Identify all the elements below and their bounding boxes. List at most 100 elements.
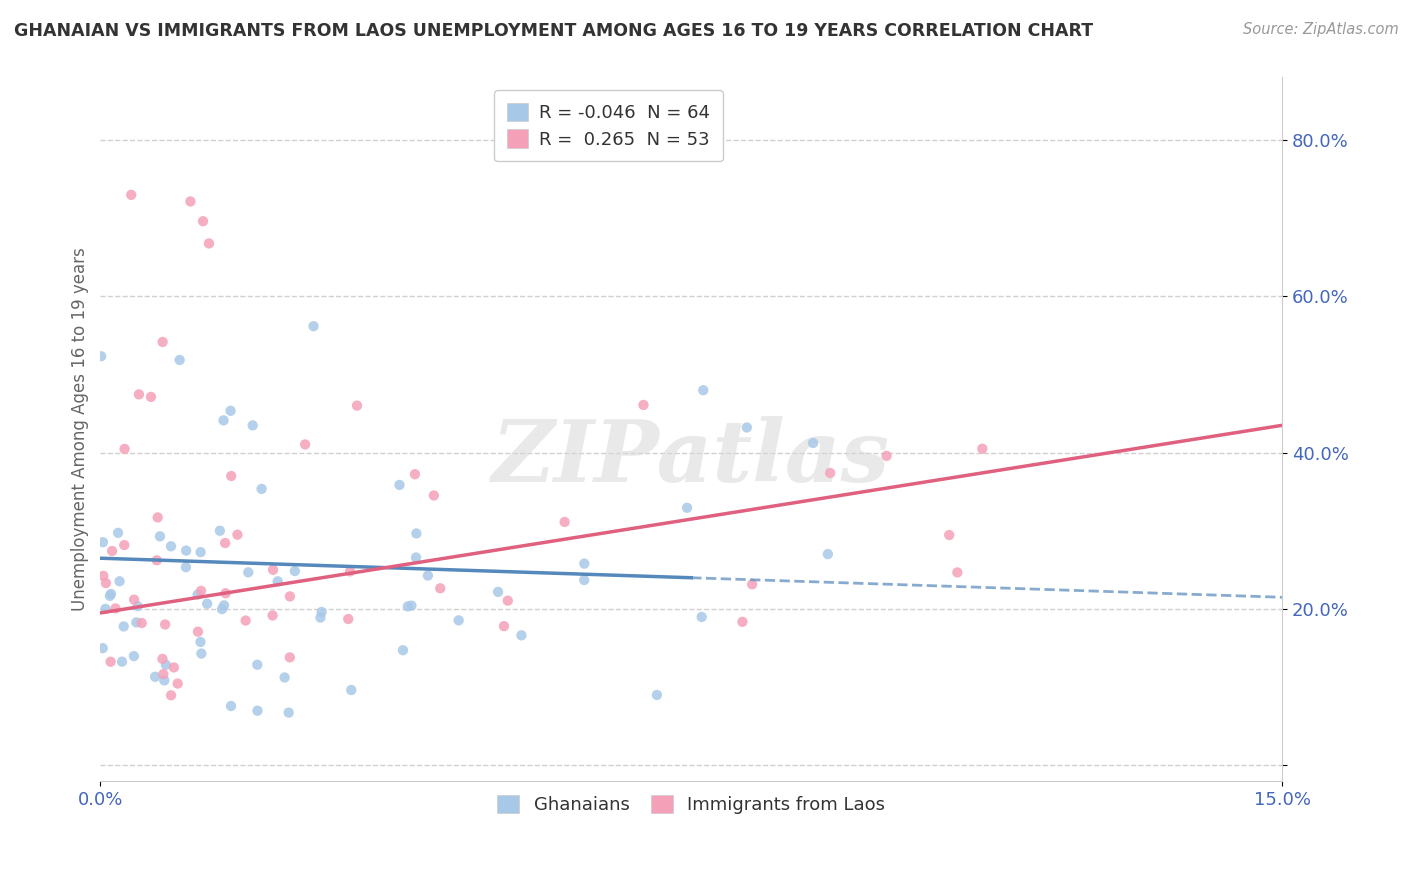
Point [94, 602, 117, 616]
Point [146, 553, 169, 567]
Point [405, 526, 427, 541]
Point [250, 482, 273, 496]
Point [146, 510, 169, 524]
Point [219, 404, 242, 418]
Point [131, 615, 153, 630]
Point [278, 650, 301, 665]
Point [174, 543, 197, 558]
Point [163, 660, 186, 674]
Point [311, 605, 333, 619]
Point [574, 557, 596, 571]
Text: GHANAIAN VS IMMIGRANTS FROM LAOS UNEMPLOYMENT AMONG AGES 16 TO 19 YEARS CORRELAT: GHANAIAN VS IMMIGRANTS FROM LAOS UNEMPLO… [14, 22, 1094, 40]
Point [554, 515, 576, 529]
Point [122, 592, 145, 607]
Point [94, 576, 117, 591]
Point [139, 390, 162, 404]
Point [938, 528, 960, 542]
Point [114, 442, 136, 456]
Point [143, 670, 166, 684]
Point [277, 706, 299, 720]
Point [262, 608, 284, 623]
Point [246, 657, 269, 672]
Point [238, 566, 260, 580]
Point [101, 544, 124, 558]
Point [972, 442, 994, 456]
Point [155, 657, 177, 672]
Point [235, 614, 257, 628]
Point [246, 704, 269, 718]
Point [692, 383, 714, 397]
Point [416, 568, 439, 582]
Point [302, 319, 325, 334]
Point [510, 628, 533, 642]
Point [273, 671, 295, 685]
Point [108, 574, 131, 589]
Point [187, 588, 209, 602]
Point [174, 560, 197, 574]
Point [212, 599, 235, 613]
Point [219, 699, 242, 714]
Point [211, 602, 233, 616]
Point [741, 577, 763, 591]
Point [212, 413, 235, 427]
Point [226, 527, 249, 541]
Point [91, 641, 114, 656]
Point [160, 688, 183, 702]
Point [731, 615, 754, 629]
Point [392, 643, 415, 657]
Legend: Ghanaians, Immigrants from Laos: Ghanaians, Immigrants from Laos [486, 784, 896, 825]
Point [214, 586, 236, 600]
Point [337, 612, 360, 626]
Point [278, 590, 301, 604]
Point [100, 655, 122, 669]
Point [346, 399, 368, 413]
Point [190, 583, 212, 598]
Point [190, 545, 212, 559]
Point [339, 565, 361, 579]
Point [111, 655, 134, 669]
Point [876, 449, 898, 463]
Point [496, 593, 519, 607]
Point [127, 599, 149, 613]
Point [645, 688, 668, 702]
Point [125, 615, 148, 630]
Point [219, 469, 242, 483]
Point [91, 569, 114, 583]
Point [423, 488, 446, 502]
Point [735, 420, 758, 434]
Point [104, 601, 127, 615]
Point [396, 599, 419, 614]
Point [214, 536, 236, 550]
Point [429, 582, 451, 596]
Point [107, 525, 129, 540]
Point [262, 563, 284, 577]
Point [405, 550, 427, 565]
Point [112, 538, 135, 552]
Text: Source: ZipAtlas.com: Source: ZipAtlas.com [1243, 22, 1399, 37]
Point [179, 194, 201, 209]
Point [190, 635, 212, 649]
Point [946, 566, 969, 580]
Point [309, 610, 332, 624]
Point [404, 467, 426, 482]
Point [128, 387, 150, 401]
Point [195, 597, 218, 611]
Point [294, 437, 316, 451]
Point [486, 585, 509, 599]
Point [153, 617, 176, 632]
Point [149, 529, 172, 543]
Point [152, 652, 174, 666]
Point [676, 500, 699, 515]
Point [91, 535, 114, 549]
Point [122, 649, 145, 664]
Point [574, 573, 596, 587]
Point [98, 589, 121, 603]
Text: ZIPatlas: ZIPatlas [492, 416, 890, 500]
Point [166, 676, 188, 690]
Point [152, 667, 174, 681]
Point [801, 436, 824, 450]
Point [492, 619, 515, 633]
Point [191, 214, 214, 228]
Point [153, 673, 176, 688]
Point [120, 187, 142, 202]
